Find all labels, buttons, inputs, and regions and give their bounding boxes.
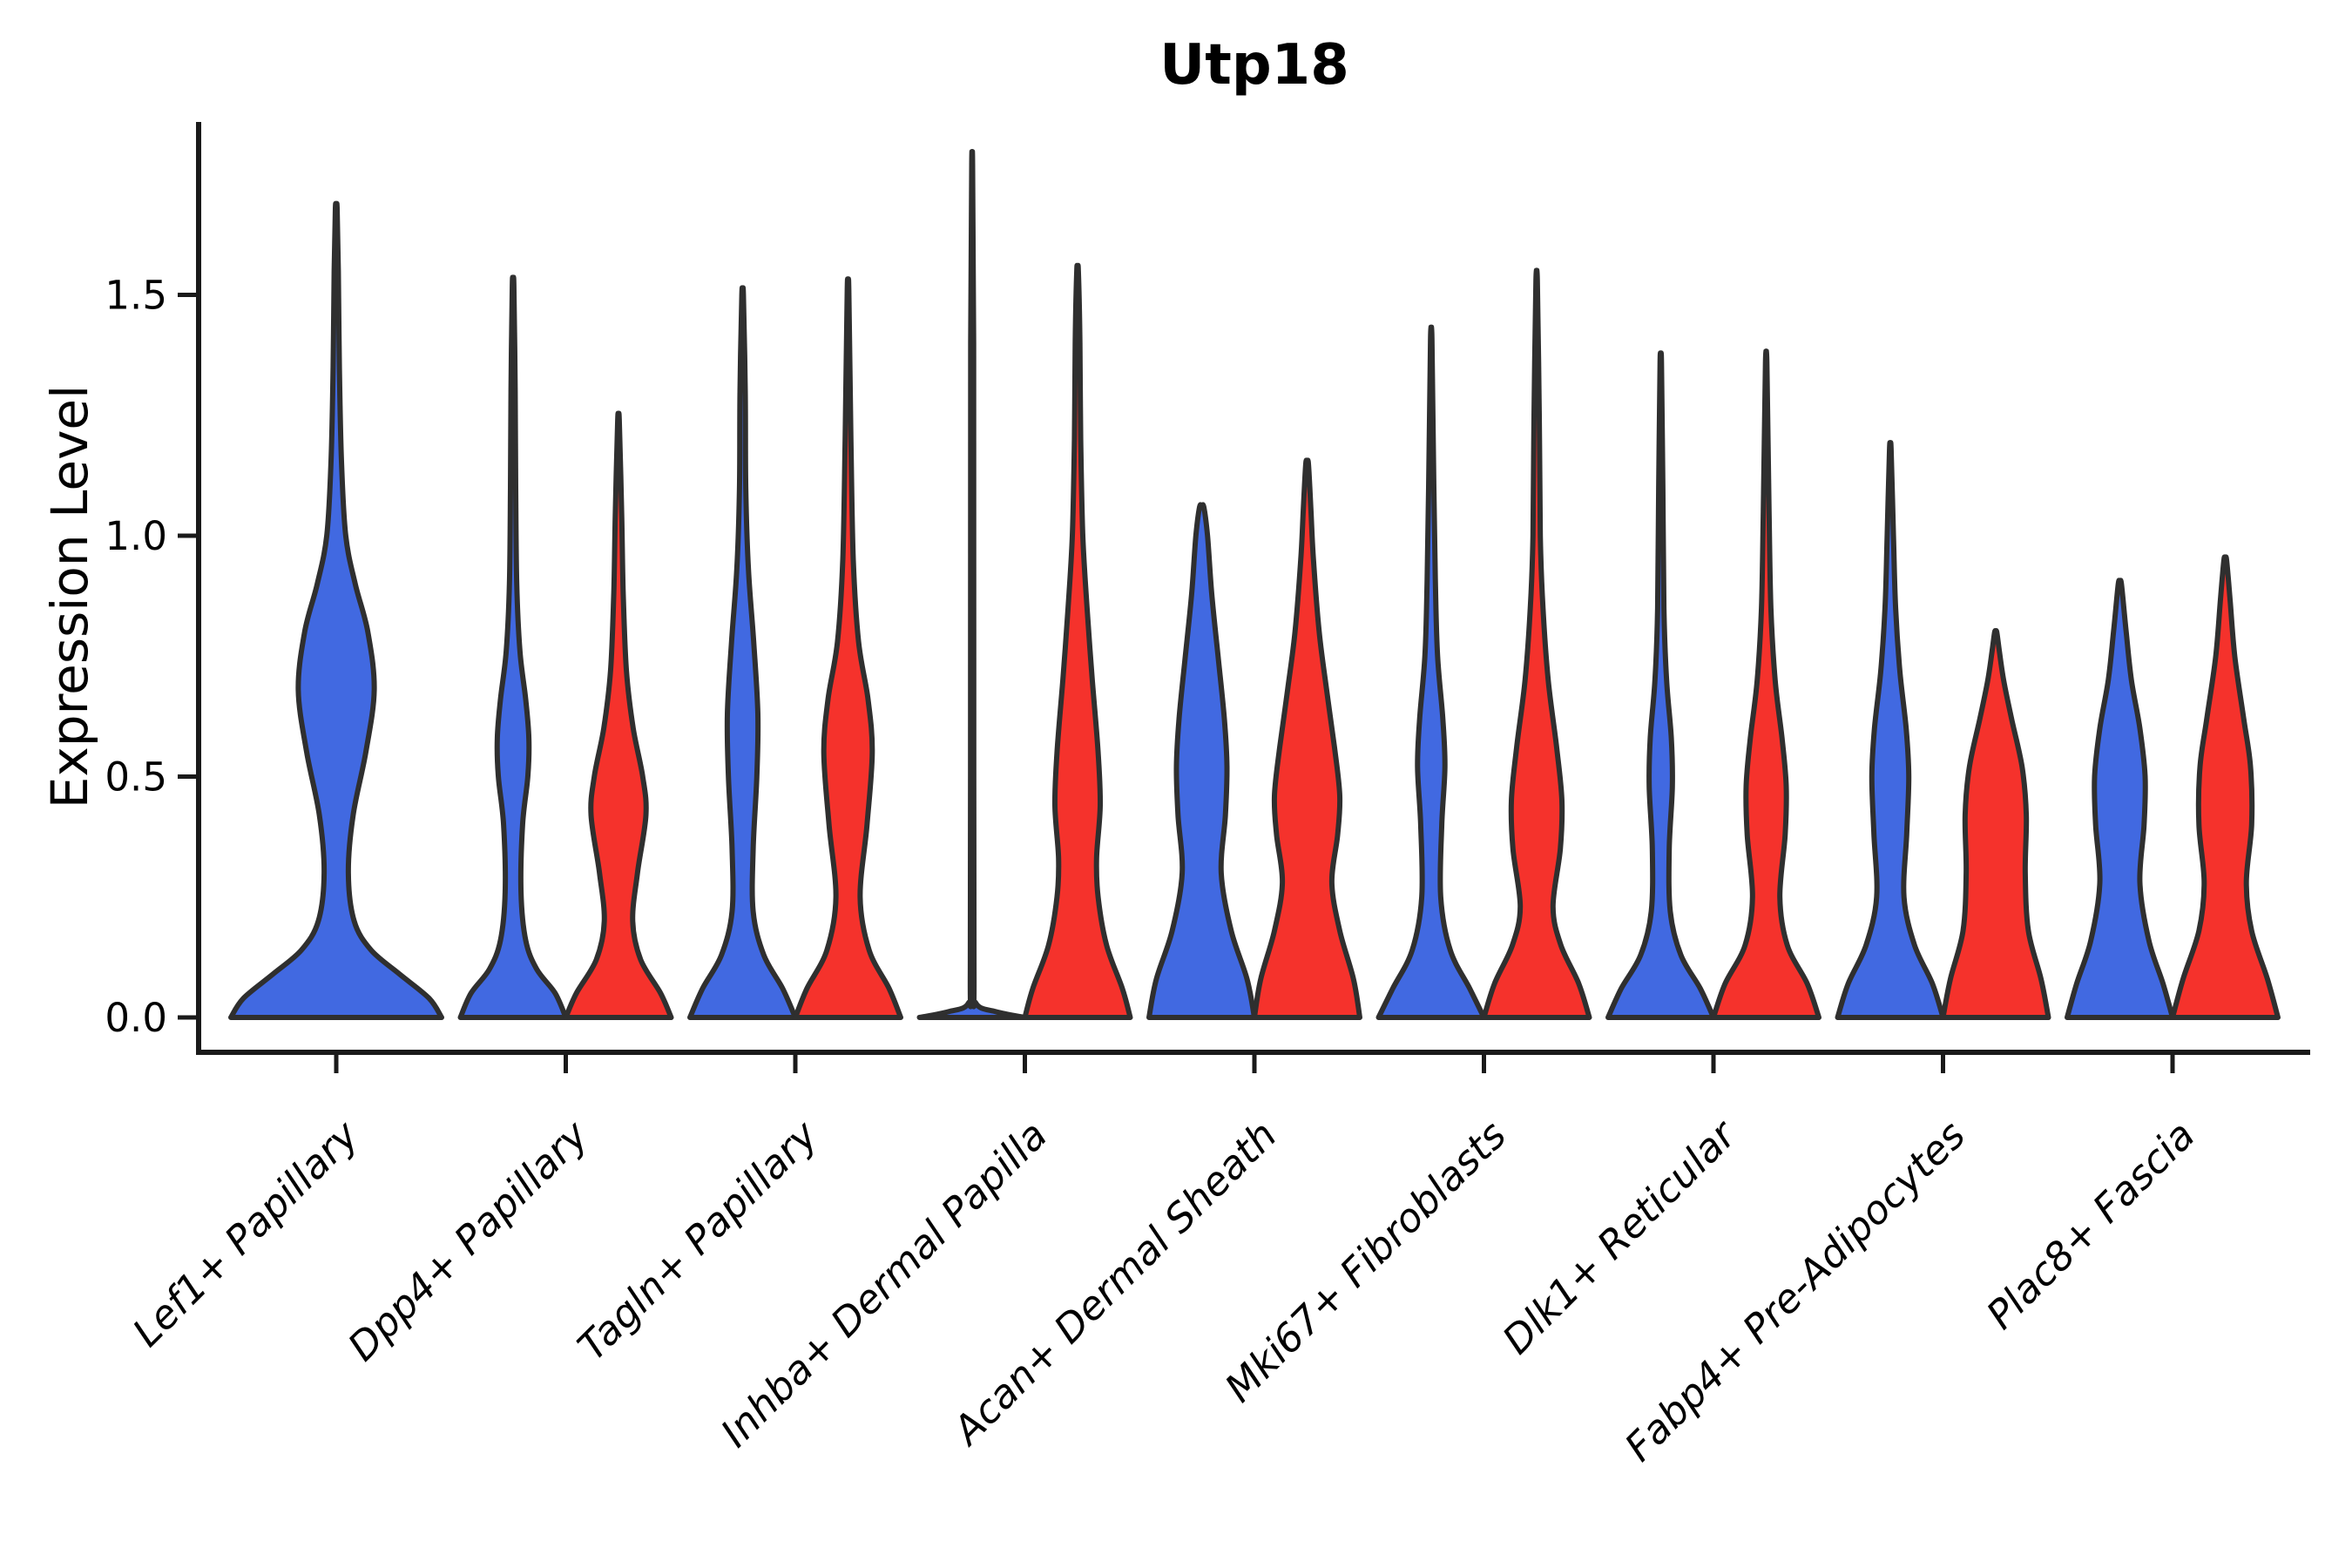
violin-inhba-dermal-papilla-blue bbox=[916, 149, 1028, 1020]
x-tick-label-0: Lef1+ Papillary bbox=[124, 1111, 368, 1355]
violin-acan-dermal-sheath-blue bbox=[1146, 502, 1257, 1020]
x-tick-label-6: Dlk1+ Reticular bbox=[1493, 1111, 1746, 1363]
violin-acan-dermal-sheath-red bbox=[1252, 457, 1362, 1020]
violin-mki67-fibroblasts-blue bbox=[1375, 324, 1487, 1020]
y-tick-label-3: 1.5 bbox=[105, 272, 167, 318]
chart-title: Utp18 bbox=[1159, 33, 1349, 98]
x-tick-label-1: Dpp4+ Papillary bbox=[339, 1111, 598, 1369]
violin-tagln-papillary-blue bbox=[687, 285, 798, 1020]
violin-tagln-papillary-red bbox=[793, 276, 903, 1020]
violin-plac8-fascia-blue bbox=[2065, 578, 2175, 1020]
violin-dpp4-papillary-red bbox=[563, 410, 674, 1020]
violin-fabp4-pre-adipocytes-blue bbox=[1835, 440, 1946, 1020]
y-tick-label-1: 0.5 bbox=[105, 754, 167, 800]
y-tick-label-2: 1.0 bbox=[105, 513, 167, 559]
violin-fabp4-pre-adipocytes-red bbox=[1940, 627, 2051, 1020]
violin-mki67-fibroblasts-red bbox=[1481, 267, 1592, 1020]
x-tick-label-2: Tagln+ Papillary bbox=[569, 1111, 828, 1369]
violin-dlk1-reticular-blue bbox=[1605, 350, 1716, 1020]
violin-plac8-fascia-red bbox=[2170, 554, 2281, 1020]
violin-dpp4-papillary-blue bbox=[457, 274, 569, 1020]
x-tick-label-8: Plac8+ Fascia bbox=[1977, 1112, 2204, 1338]
y-tick-label-0: 0.0 bbox=[105, 995, 167, 1041]
violin-lef1-papillary-blue bbox=[228, 200, 444, 1020]
violin-inhba-dermal-papilla-red bbox=[1022, 262, 1133, 1020]
violin-dlk1-reticular-red bbox=[1711, 348, 1821, 1020]
